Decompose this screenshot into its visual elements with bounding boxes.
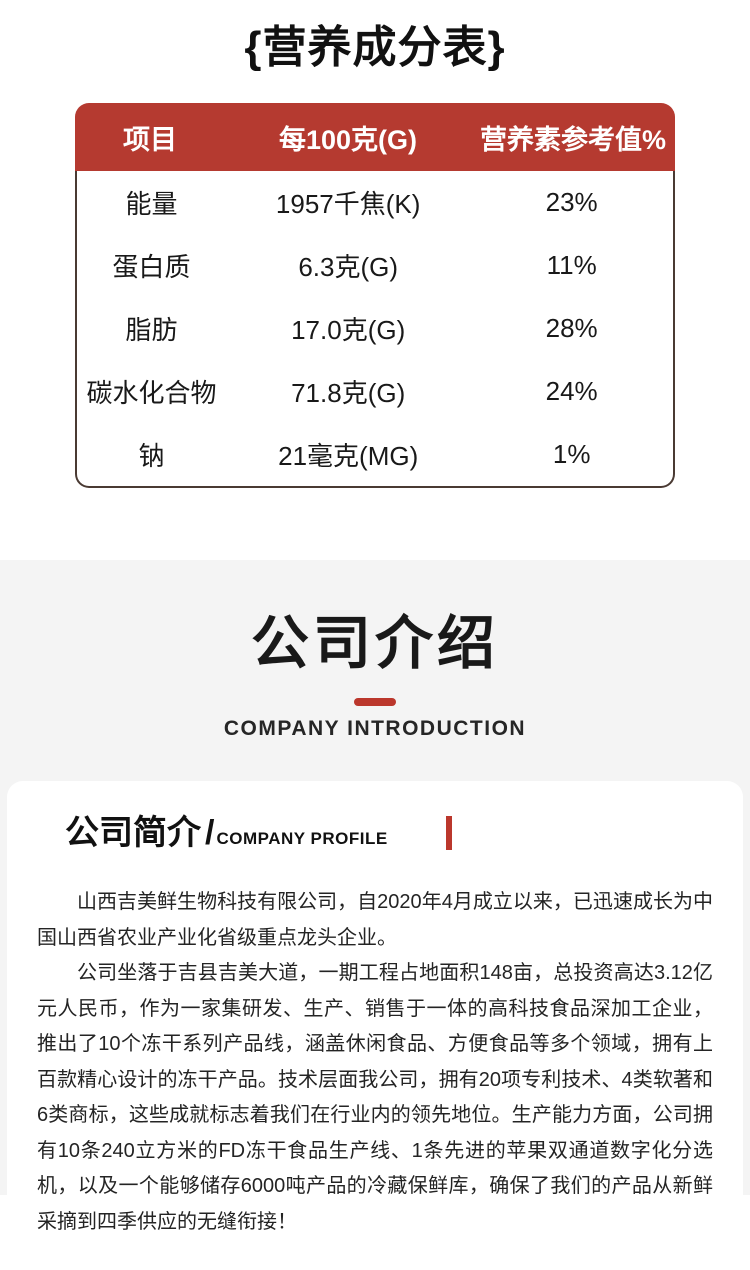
cell-nrv: 1% bbox=[552, 439, 591, 469]
profile-heading-cn: 公司简介 bbox=[65, 814, 201, 852]
cell-nrv: 23% bbox=[545, 187, 598, 217]
table-row-fat: 脂肪 17.0克(G) 28% bbox=[77, 297, 673, 360]
company-intro-section: 公司介绍 COMPANY INTRODUCTION 公司简介 / COMPANY… bbox=[0, 560, 750, 1270]
cell-value: 21毫克(MG) bbox=[278, 441, 419, 471]
cell-item: 能量 bbox=[125, 189, 178, 219]
cell-item: 钠 bbox=[138, 441, 165, 471]
column-header-per-100g: 每100克(G) bbox=[278, 124, 418, 155]
profile-heading-en: COMPANY PROFILE bbox=[216, 829, 388, 848]
red-vertical-bar bbox=[445, 816, 452, 850]
nutrition-table: 项目 每100克(G) 营养素参考值% 能量 1957千焦(K) 23% 蛋白质… bbox=[75, 103, 675, 488]
profile-paragraph-2: 公司坐落于吉县吉美大道，一期工程占地面积148亩，总投资高达3.12亿元人民币，… bbox=[37, 962, 713, 1233]
table-row-energy: 能量 1957千焦(K) 23% bbox=[77, 171, 673, 234]
nutrition-table-body: 能量 1957千焦(K) 23% 蛋白质 6.3克(G) 11% 脂肪 17.0… bbox=[75, 171, 675, 488]
profile-text: 山西吉美鲜生物科技有限公司，自2020年4月成立以来，已迅速成长为中国山西省农业… bbox=[37, 885, 713, 1240]
red-dash-divider bbox=[354, 698, 396, 706]
cell-value: 6.3克(G) bbox=[298, 252, 399, 282]
section-title: 公司介绍 bbox=[250, 611, 499, 676]
cell-nrv: 28% bbox=[545, 313, 598, 343]
column-header-item: 项目 bbox=[123, 124, 177, 155]
nutrition-table-title: {营养成分表} bbox=[244, 23, 506, 72]
cell-item: 蛋白质 bbox=[112, 252, 191, 282]
profile-paragraph-1: 山西吉美鲜生物科技有限公司，自2020年4月成立以来，已迅速成长为中国山西省农业… bbox=[37, 891, 713, 949]
nutrition-section: {营养成分表} 项目 每100克(G) 营养素参考值% 能量 1957千焦(K)… bbox=[0, 0, 750, 560]
cell-nrv: 24% bbox=[545, 376, 598, 406]
company-profile-card: 公司简介 / COMPANY PROFILE 山西吉美鲜生物科技有限公司，自20… bbox=[7, 781, 743, 1270]
table-row-sodium: 钠 21毫克(MG) 1% bbox=[77, 423, 673, 486]
table-row-carbohydrate: 碳水化合物 71.8克(G) 24% bbox=[77, 360, 673, 423]
column-header-nrv: 营养素参考值% bbox=[479, 124, 666, 155]
cell-nrv: 11% bbox=[546, 250, 597, 280]
table-row-protein: 蛋白质 6.3克(G) 11% bbox=[77, 234, 673, 297]
cell-value: 1957千焦(K) bbox=[275, 189, 421, 219]
cell-value: 17.0克(G) bbox=[291, 315, 406, 345]
cell-value: 71.8克(G) bbox=[291, 378, 406, 408]
heading-slash: / bbox=[205, 814, 215, 852]
section-subtitle: COMPANY INTRODUCTION bbox=[223, 717, 527, 740]
cell-item: 碳水化合物 bbox=[86, 378, 217, 408]
profile-card-header: 公司简介 / COMPANY PROFILE bbox=[65, 813, 713, 853]
nutrition-table-header: 项目 每100克(G) 营养素参考值% bbox=[75, 103, 675, 171]
cell-item: 脂肪 bbox=[125, 315, 178, 345]
